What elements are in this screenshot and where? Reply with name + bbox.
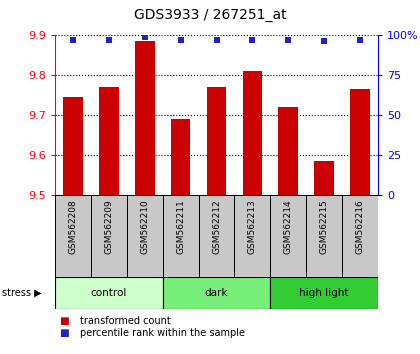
Point [142, 34, 148, 39]
Bar [306, 195, 342, 277]
Bar [207, 87, 226, 195]
Text: percentile rank within the sample: percentile rank within the sample [80, 328, 245, 338]
Text: GSM562209: GSM562209 [104, 199, 113, 254]
Text: control: control [91, 288, 127, 298]
Bar [163, 277, 270, 309]
Bar [171, 119, 191, 195]
Text: GSM562211: GSM562211 [176, 199, 185, 254]
Text: ■: ■ [59, 328, 69, 338]
Point [321, 39, 328, 44]
Bar [91, 195, 127, 277]
Point [177, 37, 184, 42]
Bar [270, 277, 378, 309]
Bar [135, 41, 155, 195]
Bar [127, 195, 163, 277]
Bar [163, 195, 199, 277]
Text: GDS3933 / 267251_at: GDS3933 / 267251_at [134, 8, 286, 22]
Bar [55, 195, 91, 277]
Text: GSM562215: GSM562215 [320, 199, 329, 254]
Bar [234, 195, 270, 277]
Text: GSM562212: GSM562212 [212, 199, 221, 254]
Point [357, 37, 363, 42]
Point [70, 37, 76, 42]
Text: transformed count: transformed count [80, 316, 171, 326]
Bar [314, 161, 334, 195]
Bar [342, 195, 378, 277]
Bar [278, 107, 298, 195]
Bar [99, 87, 119, 195]
Point [213, 37, 220, 42]
Bar [242, 71, 262, 195]
Point [285, 37, 291, 42]
Text: ■: ■ [59, 316, 69, 326]
Text: GSM562210: GSM562210 [140, 199, 149, 254]
Bar [55, 277, 163, 309]
Text: GSM562214: GSM562214 [284, 199, 293, 254]
Bar [350, 89, 370, 195]
Point [249, 37, 256, 42]
Point [105, 37, 112, 42]
Text: GSM562216: GSM562216 [356, 199, 365, 254]
Text: stress ▶: stress ▶ [2, 288, 42, 298]
Bar [199, 195, 234, 277]
Text: high light: high light [299, 288, 349, 298]
Bar [63, 97, 83, 195]
Bar [270, 195, 306, 277]
Text: GSM562213: GSM562213 [248, 199, 257, 254]
Text: GSM562208: GSM562208 [68, 199, 77, 254]
Text: dark: dark [205, 288, 228, 298]
